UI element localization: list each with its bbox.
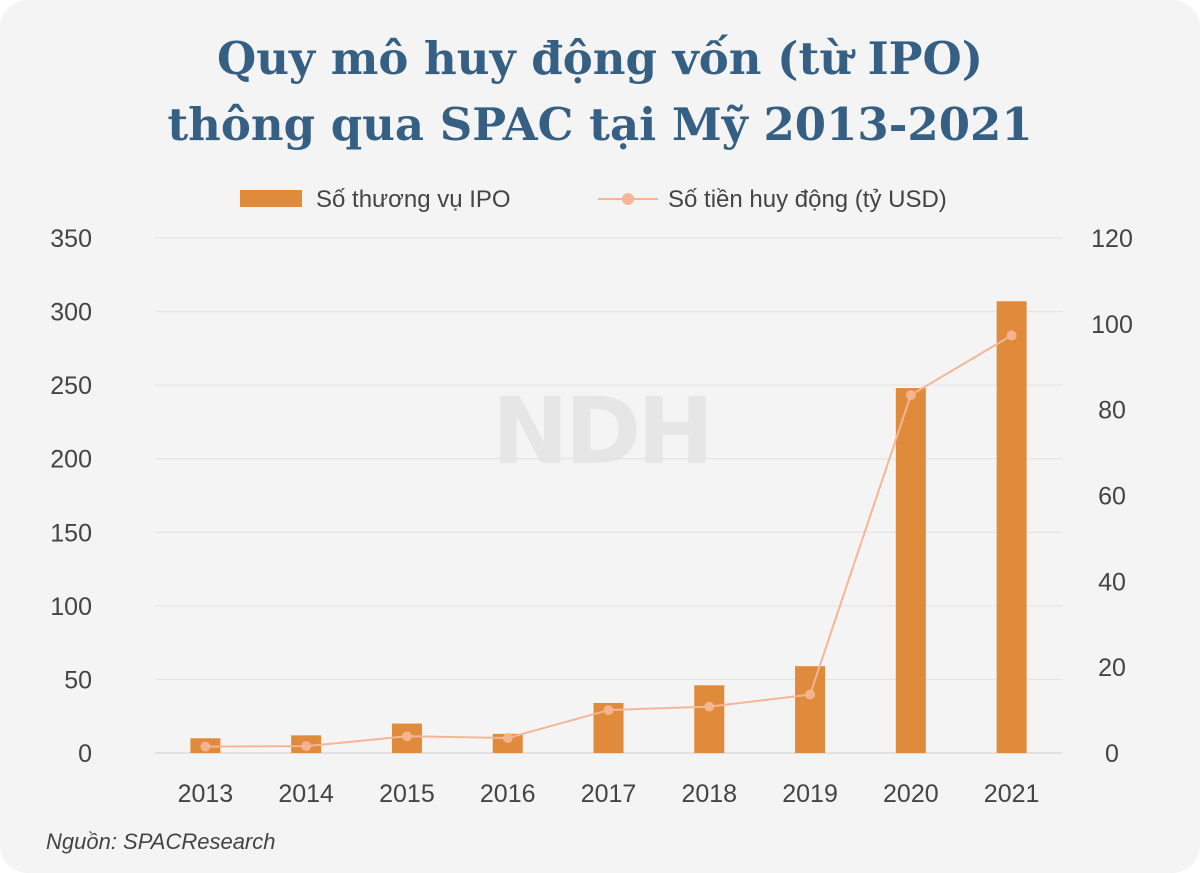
point-amount-raised: [200, 741, 211, 752]
x-tick-label: 2014: [278, 780, 334, 808]
point-amount-raised: [1006, 330, 1017, 341]
bar-ipo-count: [895, 388, 926, 753]
point-amount-raised: [502, 732, 513, 743]
y-right-tick-label: 40: [1098, 568, 1126, 596]
y-left-tick-label: 150: [50, 519, 92, 547]
x-tick-label: 2019: [782, 780, 838, 808]
y-right-tick-label: 100: [1091, 311, 1133, 339]
y-left-tick-label: 100: [50, 593, 92, 621]
y-right-tick-label: 60: [1098, 483, 1126, 511]
y-right-tick-label: 80: [1098, 397, 1126, 425]
y-right-tick-label: 20: [1098, 654, 1126, 682]
bar-ipo-count: [694, 685, 725, 753]
y-right-tick-label: 0: [1105, 740, 1119, 768]
point-amount-raised: [704, 701, 715, 712]
chart-title-line-2: thông qua SPAC tại Mỹ 2013-2021: [167, 98, 1033, 151]
bar-ipo-count: [795, 666, 826, 753]
x-tick-label: 2016: [480, 780, 536, 808]
y-left-tick-label: 0: [78, 740, 92, 768]
legend-marker-amount-raised: [622, 193, 634, 205]
point-amount-raised: [301, 741, 312, 752]
y-left-tick-label: 200: [50, 446, 92, 474]
point-amount-raised: [603, 705, 614, 716]
y-left-tick-label: 300: [50, 299, 92, 327]
x-tick-label: 2018: [681, 780, 737, 808]
chart-title-line-1: Quy mô huy động vốn (từ IPO): [217, 32, 983, 85]
legend-label-ipo-count: Số thương vụ IPO: [316, 186, 511, 213]
chart-title: Quy mô huy động vốn (từ IPO) thông qua S…: [0, 26, 1200, 158]
watermark-logo: NDH: [491, 378, 714, 485]
x-tick-label: 2021: [984, 780, 1040, 808]
y-left-tick-label: 50: [64, 666, 92, 694]
legend-swatch-ipo-count: [240, 190, 302, 207]
x-tick-label: 2017: [581, 780, 637, 808]
y-right-tick-label: 120: [1091, 225, 1133, 253]
legend-label-amount-raised: Số tiền huy động (tỷ USD): [668, 186, 947, 213]
x-tick-label: 2020: [883, 780, 939, 808]
line-amount-raised: [205, 334, 1013, 748]
point-amount-raised: [805, 689, 816, 700]
y-left-tick-label: 250: [50, 372, 92, 400]
point-amount-raised: [401, 731, 412, 742]
x-tick-label: 2013: [178, 780, 234, 808]
bar-ipo-count: [996, 301, 1027, 753]
x-tick-label: 2015: [379, 780, 435, 808]
source-note: Nguồn: SPACResearch: [46, 829, 276, 854]
y-left-tick-label: 350: [50, 225, 92, 253]
point-amount-raised: [905, 390, 916, 401]
